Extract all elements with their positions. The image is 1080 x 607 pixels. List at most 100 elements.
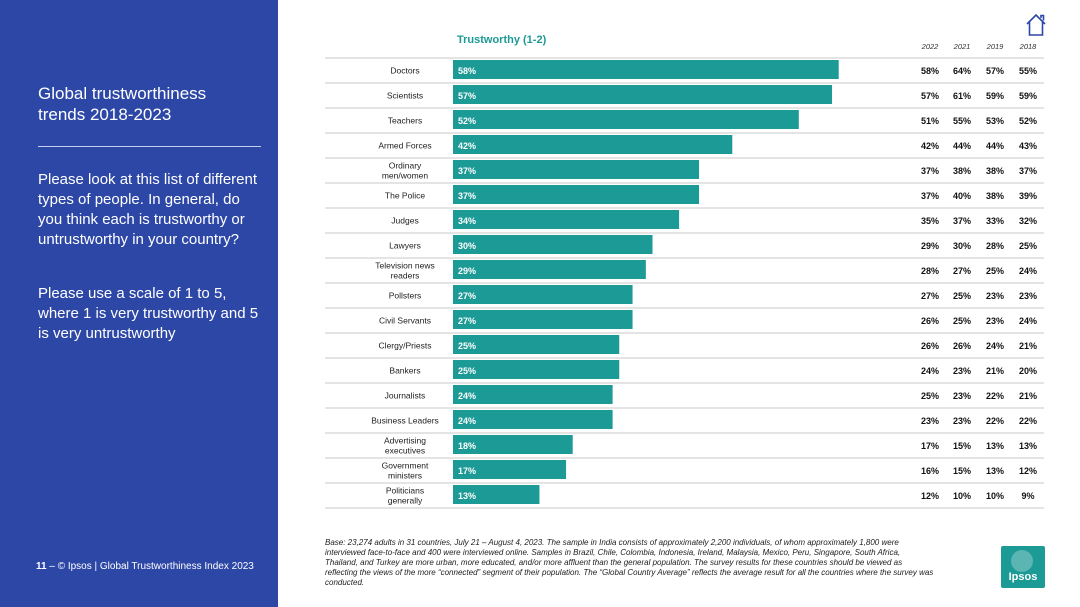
year-value-2018: 24% — [1019, 316, 1037, 326]
logo-mark — [1011, 550, 1033, 572]
year-value-2019: 23% — [986, 316, 1004, 326]
year-value-2021: 44% — [953, 141, 971, 151]
survey-question: Please look at this list of different ty… — [38, 171, 258, 248]
year-value-2019: 13% — [986, 441, 1004, 451]
year-value-2019: 24% — [986, 341, 1004, 351]
ipsos-logo: Ipsos — [1001, 546, 1045, 588]
year-header-2018: 2018 — [1019, 42, 1038, 51]
year-value-2022: 26% — [921, 316, 939, 326]
bar-value-label: 37% — [458, 166, 476, 176]
bar — [453, 110, 799, 129]
bar-value-label: 37% — [458, 191, 476, 201]
category-label: Advertising executives — [384, 436, 426, 456]
year-value-2018: 23% — [1019, 291, 1037, 301]
bar-value-label: 58% — [458, 66, 476, 76]
year-value-2021: 15% — [953, 466, 971, 476]
year-value-2022: 23% — [921, 416, 939, 426]
year-value-2019: 38% — [986, 166, 1004, 176]
year-value-2019: 53% — [986, 116, 1004, 126]
year-value-2021: 23% — [953, 391, 971, 401]
category-label: Pollsters — [389, 291, 422, 301]
bar — [453, 260, 646, 279]
category-label: Judges — [391, 216, 418, 226]
chart-title: Trustworthy (1-2) — [457, 34, 547, 46]
year-value-2019: 44% — [986, 141, 1004, 151]
bar-value-label: 42% — [458, 141, 476, 151]
year-value-2021: 64% — [953, 66, 971, 76]
bar-value-label: 24% — [458, 391, 476, 401]
year-value-2022: 16% — [921, 466, 939, 476]
year-value-2022: 24% — [921, 366, 939, 376]
year-value-2018: 13% — [1019, 441, 1037, 451]
category-label: Lawyers — [389, 241, 421, 251]
bar — [453, 410, 613, 429]
year-value-2018: 55% — [1019, 66, 1037, 76]
category-label: Bankers — [389, 366, 420, 376]
year-value-2018: 37% — [1019, 166, 1037, 176]
year-value-2022: 25% — [921, 391, 939, 401]
category-label: Scientists — [387, 91, 423, 101]
year-value-2022: 26% — [921, 341, 939, 351]
year-value-2022: 29% — [921, 241, 939, 251]
bar — [453, 185, 700, 204]
slide-footer: 11 – © Ipsos | Global Trustworthiness In… — [36, 561, 254, 572]
year-value-2018: 32% — [1019, 216, 1037, 226]
category-label: Teachers — [388, 116, 423, 126]
year-value-2022: 57% — [921, 91, 939, 101]
year-header-2022: 2022 — [921, 42, 940, 51]
year-value-2018: 25% — [1019, 241, 1037, 251]
year-value-2019: 13% — [986, 466, 1004, 476]
year-value-2021: 30% — [953, 241, 971, 251]
category-label: Business Leaders — [371, 416, 439, 426]
year-value-2022: 35% — [921, 216, 939, 226]
year-value-2019: 28% — [986, 241, 1004, 251]
year-value-2018: 59% — [1019, 91, 1037, 101]
year-value-2021: 26% — [953, 341, 971, 351]
bar-value-label: 18% — [458, 441, 476, 451]
bar-value-label: 29% — [458, 266, 476, 276]
year-value-2018: 21% — [1019, 391, 1037, 401]
bar — [453, 460, 567, 479]
category-label: Doctors — [390, 66, 419, 76]
category-label: Clergy/Priests — [379, 341, 432, 351]
bar — [453, 435, 573, 454]
year-value-2022: 37% — [921, 191, 939, 201]
year-value-2021: 27% — [953, 266, 971, 276]
year-value-2021: 15% — [953, 441, 971, 451]
year-value-2022: 37% — [921, 166, 939, 176]
page-title: Global trustworthiness trends 2018-2023 — [38, 84, 207, 124]
year-value-2019: 22% — [986, 416, 1004, 426]
category-label: Journalists — [385, 391, 426, 401]
bar — [453, 210, 680, 229]
bar — [453, 310, 633, 329]
year-value-2021: 25% — [953, 291, 971, 301]
footer-text: – © Ipsos | Global Trustworthiness Index… — [46, 561, 254, 572]
bar — [453, 335, 620, 354]
year-value-2019: 33% — [986, 216, 1004, 226]
year-value-2021: 38% — [953, 166, 971, 176]
bar-value-label: 52% — [458, 116, 476, 126]
category-label: Armed Forces — [378, 141, 431, 151]
year-value-2018: 9% — [1021, 491, 1034, 501]
title-divider — [38, 146, 261, 147]
year-value-2019: 22% — [986, 391, 1004, 401]
year-value-2019: 25% — [986, 266, 1004, 276]
year-value-2018: 22% — [1019, 416, 1037, 426]
year-value-2022: 17% — [921, 441, 939, 451]
bar — [453, 85, 833, 104]
year-value-2022: 51% — [921, 116, 939, 126]
bar-value-label: 25% — [458, 341, 476, 351]
bar-value-label: 30% — [458, 241, 476, 251]
year-value-2021: 10% — [953, 491, 971, 501]
year-value-2021: 61% — [953, 91, 971, 101]
bar-value-label: 13% — [458, 491, 476, 501]
year-value-2018: 12% — [1019, 466, 1037, 476]
category-label: Television news readers — [375, 261, 435, 281]
year-value-2019: 23% — [986, 291, 1004, 301]
page-number: 11 — [36, 561, 47, 572]
bar — [453, 385, 613, 404]
bar-value-label: 57% — [458, 91, 476, 101]
home-icon[interactable] — [1024, 13, 1048, 37]
bar — [453, 135, 733, 154]
